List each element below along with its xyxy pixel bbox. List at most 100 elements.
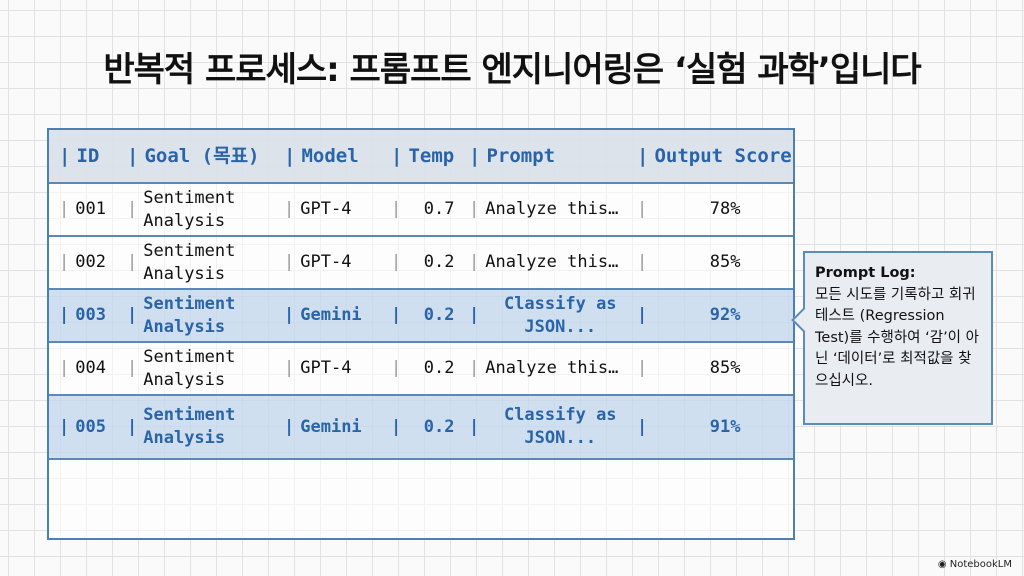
header-id: ID [76,144,100,167]
column-divider: | [469,416,480,437]
cell-temp: 0.2 [423,358,455,378]
column-divider: | [59,358,70,378]
table-row: | 004 | Sentiment Analysis | GPT-4 | 0.2 | Analyz… [49,343,793,396]
cell-model-container: | GPT-4 [284,184,394,235]
cell-score: 85% [709,252,741,272]
cell-temp: 0.2 [423,305,455,325]
table-row: | 001 | Sentiment Analysis | GPT-4 | 0.7 | Analyz… [49,184,793,237]
column-divider: | [637,358,648,378]
column-divider: | [284,252,295,272]
table-row: | 002 | Sentiment Analysis | GPT-4 | 0.2 | Analyz… [49,237,793,290]
column-divider: | [284,358,295,378]
cell-id-container: | 004 [59,343,129,394]
cell-prompt-container: | Classify as JSON... [469,396,639,458]
cell-prompt: Analyze this… [485,252,619,272]
cell-score: 91% [709,416,741,437]
cell-id-container: | 005 [59,396,129,458]
header-prompt: Prompt [486,144,556,167]
column-divider: | [469,358,480,378]
cell-temp: 0.2 [423,252,455,272]
cell-model-container: | Gemini [284,396,394,458]
notebooklm-logo: ◉ NotebookLM [937,559,1012,570]
cell-model-container: | Gemini [284,290,394,341]
page-title: 반복적 프로세스: 프롬프트 엔지니어링은 ‘실험 과학’입니다 [103,50,921,90]
column-divider: | [391,416,402,437]
cell-score-container: | 91% [637,396,797,458]
column-divider: | [637,416,648,437]
cell-temp-container: | 0.2 [391,290,471,341]
cell-prompt-container: | Analyze this… [469,343,639,394]
cell-score: 78% [709,199,741,219]
column-divider: | [469,252,480,272]
cell-model: GPT-4 [300,199,352,219]
cell-prompt: Analyze this… [485,358,619,378]
column-divider: | [391,305,402,325]
cell-goal-container: | Sentiment Analysis [127,396,287,458]
callout-heading: Prompt Log: [815,265,916,281]
prompt-log-callout: Prompt Log: 모든 시도를 기록하고 회귀 테스트 (Regressi… [803,251,993,425]
cell-id-container: | 002 [59,237,129,288]
cell-temp: 0.7 [423,199,455,219]
cell-goal: Sentiment Analysis [143,240,236,284]
cell-temp: 0.2 [423,416,455,437]
column-divider: | [127,305,138,325]
cell-model-container: | GPT-4 [284,237,394,288]
cell-id: 002 [75,252,106,272]
cell-temp-container: | 0.2 [391,396,471,458]
cell-goal-container: | Sentiment Analysis [127,184,287,235]
cell-model: GPT-4 [300,252,352,272]
column-divider: | [127,199,138,219]
cell-prompt-container: | Analyze this… [469,184,639,235]
header-temp: Temp [408,144,455,167]
column-divider: | [469,199,480,219]
callout-body: 모든 시도를 기록하고 회귀 테스트 (Regression Test)를 수행… [815,286,979,389]
cell-id: 004 [75,358,106,378]
column-divider: | [284,199,295,219]
cell-prompt: Classify as JSON... [503,405,617,448]
cell-temp-container: | 0.2 [391,343,471,394]
cell-id-container: | 001 [59,184,129,235]
cell-goal: Sentiment Analysis [143,405,236,448]
cell-score-container: | 85% [637,343,797,394]
cell-temp-container: | 0.7 [391,184,471,235]
table-row: | 003 | Sentiment Analysis | Gemini | 0.2 | Class… [49,290,793,343]
cell-id: 001 [75,199,106,219]
column-divider: | [469,305,480,325]
cell-model-container: | GPT-4 [284,343,394,394]
cell-goal: Sentiment Analysis [143,187,236,231]
cell-prompt-container: | Analyze this… [469,237,639,288]
cell-model: Gemini [300,305,362,325]
cell-score-container: | 78% [637,184,797,235]
cell-score-container: | 92% [637,290,797,341]
brand-text: NotebookLM [949,559,1012,570]
column-divider: | [59,252,70,272]
column-divider: | [127,358,138,378]
column-divider: | [284,416,295,437]
column-divider: | [391,358,402,378]
cell-score-container: | 85% [637,237,797,288]
cell-id-container: | 003 [59,290,129,341]
column-divider: | [637,305,648,325]
column-divider: | [127,416,138,437]
column-divider: | [59,416,70,437]
cell-prompt-container: | Classify as JSON... [469,290,639,341]
column-divider: | [59,305,70,325]
cell-goal-container: | Sentiment Analysis [127,290,287,341]
cell-prompt: Analyze this… [485,199,619,219]
table-row: | 005 | Sentiment Analysis | Gemini | 0.2 | Class… [49,396,793,460]
column-divider: | [391,252,402,272]
cell-model: Gemini [300,416,362,437]
column-divider: | [637,252,648,272]
prompt-log-table: | ID | Goal (목표) | Model | Temp | Prompt | Out… [47,128,795,540]
cell-score: 85% [709,358,741,378]
table-header: | ID | Goal (목표) | Model | Temp | Prompt | Out… [49,130,793,184]
header-model: Model [301,144,359,167]
cell-id: 005 [75,416,106,437]
cell-id: 003 [75,305,106,325]
header-goal: Goal (목표) [144,144,260,167]
header-score: Output Score [654,144,792,167]
column-divider: | [284,305,295,325]
cell-goal: Sentiment Analysis [143,346,236,390]
column-divider: | [391,199,402,219]
column-divider: | [637,199,648,219]
